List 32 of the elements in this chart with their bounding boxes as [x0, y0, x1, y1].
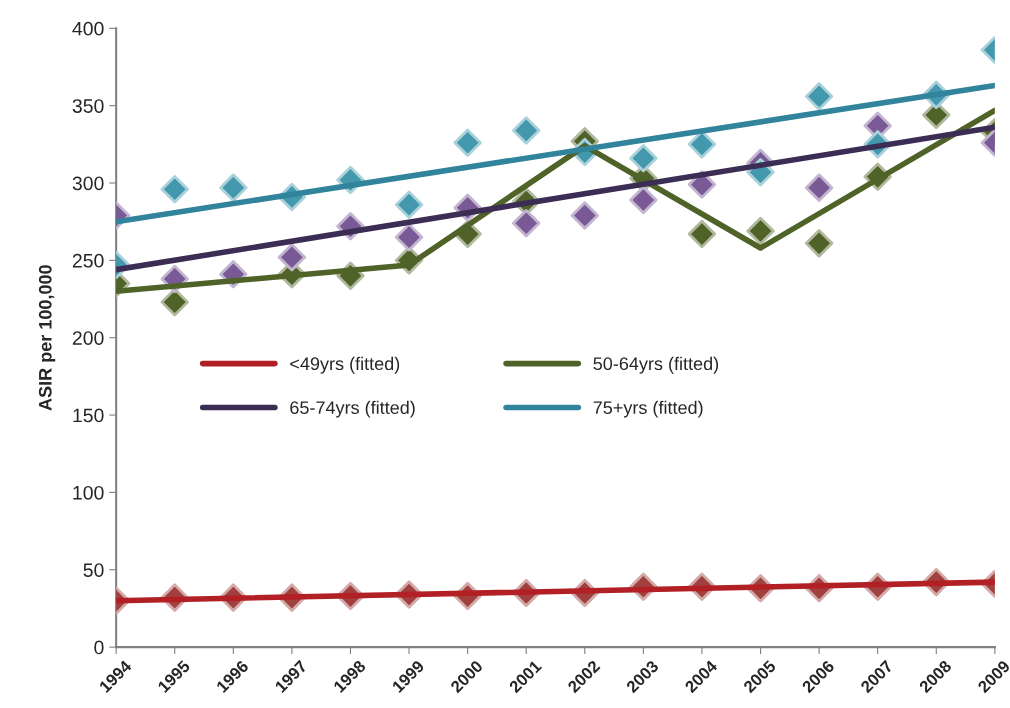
point: [629, 185, 658, 215]
point: [687, 219, 717, 249]
point: [394, 190, 424, 219]
y-tick-label: 50: [83, 563, 104, 577]
y-tick-label: 150: [73, 408, 104, 423]
y-tick-label: 250: [72, 253, 104, 268]
point: [804, 229, 834, 258]
y-tick-label: 200: [72, 331, 104, 345]
point: [160, 175, 189, 204]
point: [687, 130, 717, 159]
point: [512, 116, 541, 145]
legend-label: 65-74yrs (fitted): [290, 400, 415, 418]
point: [804, 173, 834, 202]
point: [277, 243, 307, 272]
y-tick-label: 0: [94, 640, 104, 655]
point: [746, 216, 775, 246]
point: [394, 222, 424, 252]
y-axis-title: ASIR per 100,000: [38, 265, 56, 411]
y-tick-label: 300: [72, 176, 104, 191]
legend-label: 75+yrs (fitted): [593, 400, 703, 418]
point: [512, 209, 541, 238]
y-tick-label: 100: [73, 485, 104, 500]
point: [687, 170, 717, 199]
point: [629, 144, 658, 173]
point: [570, 201, 599, 230]
legend-label: <49yrs (fitted): [290, 356, 400, 374]
y-tick-label: 350: [72, 99, 104, 113]
legend-label: 50-64yrs (fitted): [593, 356, 719, 374]
point: [219, 173, 248, 202]
point: [453, 128, 482, 157]
y-tick-label: 400: [72, 21, 104, 36]
point: [804, 82, 834, 111]
